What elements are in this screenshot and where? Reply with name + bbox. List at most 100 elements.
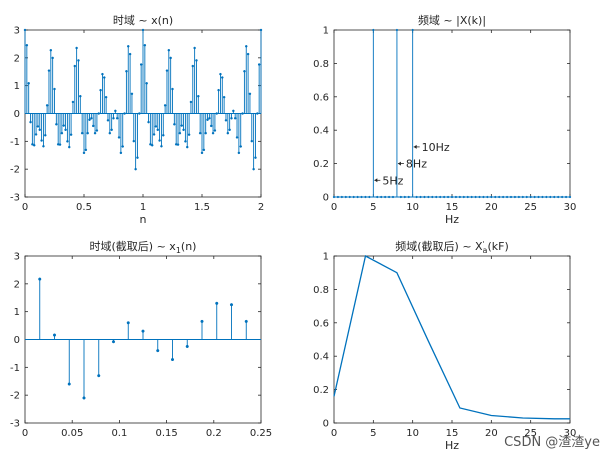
stem-marker [154,125,158,128]
stem-marker [372,28,375,32]
annotation-label: 5Hz [382,174,403,187]
stem-marker [557,195,560,199]
stem-marker [52,333,57,337]
stem-marker [47,69,51,72]
chart-title: 时域(截取后) ~ x1(n) [90,239,197,255]
stem-marker [224,119,228,122]
stem-marker [141,329,145,333]
stem-marker [256,112,259,115]
stem-marker [141,28,145,32]
stem-marker [233,117,237,120]
stem-marker [49,48,53,52]
annotation-label: 8Hz [406,158,427,171]
y-tick-label: -2 [10,165,20,176]
watermark: CSDN @渣渣ye [504,435,600,450]
annotation-label: 10Hz [422,141,450,154]
stem-marker [431,195,434,199]
stem-marker [568,195,572,199]
stem-marker [38,277,42,281]
stem-marker [93,131,97,135]
stem-marker [84,148,88,152]
stem-marker [121,145,124,148]
stem-marker [230,117,233,120]
stem-marker [185,344,189,349]
x-tick-label: 30 [564,202,577,213]
x-tick-label: 0.25 [250,428,272,439]
y-tick-label: 1 [14,307,20,318]
y-tick-label: 0 [323,193,329,204]
y-tick-label: -3 [10,419,20,430]
stem-marker [64,128,67,132]
stem-marker [110,128,113,132]
stem-marker [25,43,29,47]
stem-marker [101,72,104,76]
stem-marker [119,151,123,155]
stem-marker [195,59,198,62]
stem-marker [128,52,132,56]
y-tick-label: 0.4 [313,352,329,363]
stem-marker [221,76,224,79]
x-tick-label: 2 [258,202,264,213]
stem-marker [143,43,147,47]
stem-marker [163,104,167,107]
x-tick-label: 1 [140,202,146,213]
stem-marker [246,52,250,56]
stem-marker [419,195,422,199]
stem-marker [211,131,215,135]
stem-marker [541,195,544,199]
title-subscript: a [483,246,488,255]
stem-marker [182,128,185,132]
stem-marker [189,100,193,104]
stem-marker [103,76,106,79]
x-tick-label: 0.15 [155,428,177,439]
x-tick-label: 0 [22,428,28,439]
stem-marker [332,195,336,199]
stem-marker [399,195,403,199]
stem-marker [69,133,73,136]
stem-marker [513,195,517,199]
stem-marker [427,195,430,199]
stem-marker [170,357,175,362]
stem-marker [111,340,116,344]
y-tick-label: 3 [14,26,20,37]
stem-marker [549,195,552,199]
stem-marker [244,319,248,323]
x-tick-label: 0.05 [61,428,83,439]
stem-marker [62,124,65,127]
stem-marker [446,195,450,199]
stem-marker [250,139,254,143]
title-text: 时域(截取后) ~ x [90,239,177,253]
stem-marker [356,195,359,199]
chart-title: 频域(截取后) ~ X' a(kF) [395,239,508,255]
stem-marker [219,72,222,76]
x-axis-label: Hz [445,213,459,226]
x-tick-label: 10 [406,202,419,213]
stem-marker [435,195,438,199]
axes-box [333,255,571,424]
y-tick-label: -1 [10,137,20,148]
y-tick-label: 0 [14,109,20,120]
x-tick-label: 15 [446,428,459,439]
annotation-arrowhead [374,178,378,183]
title-superscript: ' [483,240,485,248]
title-text: 频域(截取后) ~ X [395,239,483,253]
stem-marker [478,195,481,199]
stem-marker [67,382,71,386]
stem-marker [145,82,148,85]
stem-marker [470,195,473,199]
stem-marker [184,140,187,143]
stem-marker [209,124,213,128]
x-tick-label: 15 [446,202,459,213]
stem-marker [239,145,242,148]
y-tick-label: 0.6 [313,92,329,103]
stem-marker [73,64,77,68]
stem-marker [482,195,485,199]
stem-marker [352,195,355,199]
stem-marker [130,92,134,96]
y-tick-label: 0.2 [313,159,329,170]
stem-marker [126,321,130,325]
stem-marker [150,144,154,147]
stem-marker [202,148,206,152]
stem-marker [208,117,211,120]
stem-marker [60,131,64,135]
